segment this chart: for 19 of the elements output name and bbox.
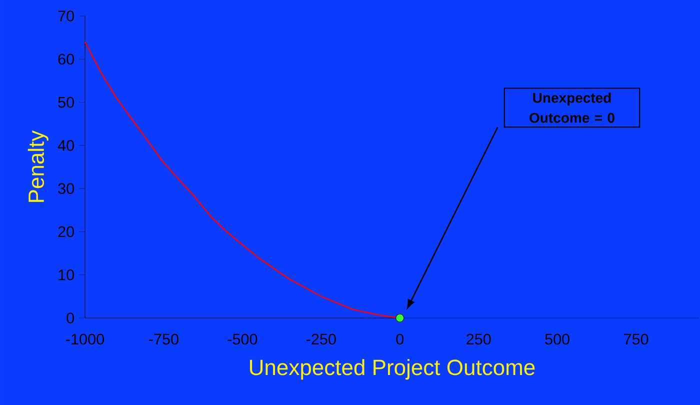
x-tick-label: 500 bbox=[545, 334, 570, 345]
x-tick-label: 750 bbox=[624, 334, 648, 345]
y-tick-label: 40 bbox=[58, 140, 74, 151]
y-axis-title: Penalty bbox=[28, 130, 48, 202]
x-axis-title: Unexpected Project Outcome bbox=[250, 359, 535, 380]
y-tick-label: 60 bbox=[58, 54, 74, 65]
y-tick-label: 50 bbox=[58, 96, 74, 108]
y-tick-label: 20 bbox=[58, 226, 74, 238]
x-tick-label: -250 bbox=[306, 334, 336, 345]
x-tick-label: -500 bbox=[228, 334, 258, 345]
x-tick-label: -750 bbox=[149, 334, 178, 345]
x-tick-label: -1000 bbox=[66, 334, 104, 345]
y-tick-label: 30 bbox=[58, 183, 74, 194]
x-tick-label: 0 bbox=[396, 334, 404, 345]
y-tick-label: 0 bbox=[66, 312, 74, 324]
y-tick-label: 70 bbox=[58, 10, 74, 22]
x-tick-label: 250 bbox=[466, 334, 491, 345]
y-tick-label: 10 bbox=[58, 269, 74, 280]
annotation: Unexpected Outcome = 0 bbox=[530, 92, 614, 123]
